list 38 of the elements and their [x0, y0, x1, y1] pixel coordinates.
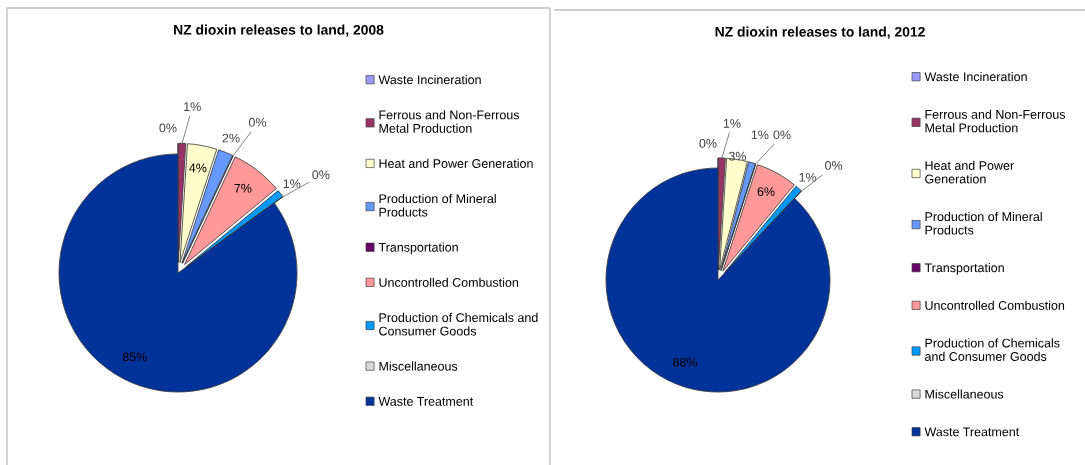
text: 0% — [312, 170, 330, 180]
legend-label: Miscellaneous — [379, 361, 458, 371]
legend-label: Production of Mineral Products — [379, 193, 496, 217]
data-label: 1% — [723, 118, 741, 128]
data-label: 6% — [757, 187, 775, 197]
legend-label: Production of Chemicals and Consumer Goods — [925, 338, 1060, 361]
data-label: 4% — [189, 163, 207, 173]
legend-label: Waste Treatment — [924, 427, 1020, 437]
data-label: 1% — [283, 179, 301, 189]
legend-label: Uncontrolled Combustion — [379, 277, 519, 287]
legend-label: Transportation — [924, 263, 1004, 275]
chart-title: NZ dioxin releases to land, 2012 — [715, 26, 925, 39]
legend-label: Ferrous and Non-Ferrous Metal Production — [925, 109, 1066, 133]
legend-label: Ferrous and Non-Ferrous Metal Production — [379, 110, 520, 133]
data-label: 2% — [222, 133, 240, 143]
text: 0% — [159, 123, 177, 133]
legend-label: Heat and Power Generation — [925, 160, 1014, 184]
chart-title: NZ dioxin releases to land, 2008 — [174, 24, 384, 37]
data-label: 1% — [184, 102, 201, 111]
data-label: 1% — [799, 172, 817, 182]
legend-label: Waste Incineration — [924, 72, 1027, 82]
data-label: 3% — [728, 151, 747, 161]
legend-label: Production of Mineral Products — [925, 211, 1042, 235]
data-label: 85% — [122, 352, 147, 362]
text: 0% — [773, 130, 791, 140]
text: 0% — [248, 117, 267, 127]
legend-label: Waste Treatment — [378, 397, 474, 406]
data-label: 88% — [673, 357, 698, 367]
legend-label: Transportation — [378, 242, 458, 255]
data-label: 7% — [234, 183, 252, 193]
text: 0% — [699, 138, 717, 148]
data-label: 1% — [751, 130, 769, 140]
legend-label: Production of Chemicals and Consumer Goods — [379, 312, 538, 336]
legend-label: Heat and Power Generation — [379, 158, 533, 168]
legend-label: Uncontrolled Combustion — [925, 300, 1065, 310]
legend-label: Waste Incineration — [378, 75, 481, 85]
legend-label: Miscellaneous — [925, 389, 1004, 399]
text: 0% — [825, 161, 843, 170]
